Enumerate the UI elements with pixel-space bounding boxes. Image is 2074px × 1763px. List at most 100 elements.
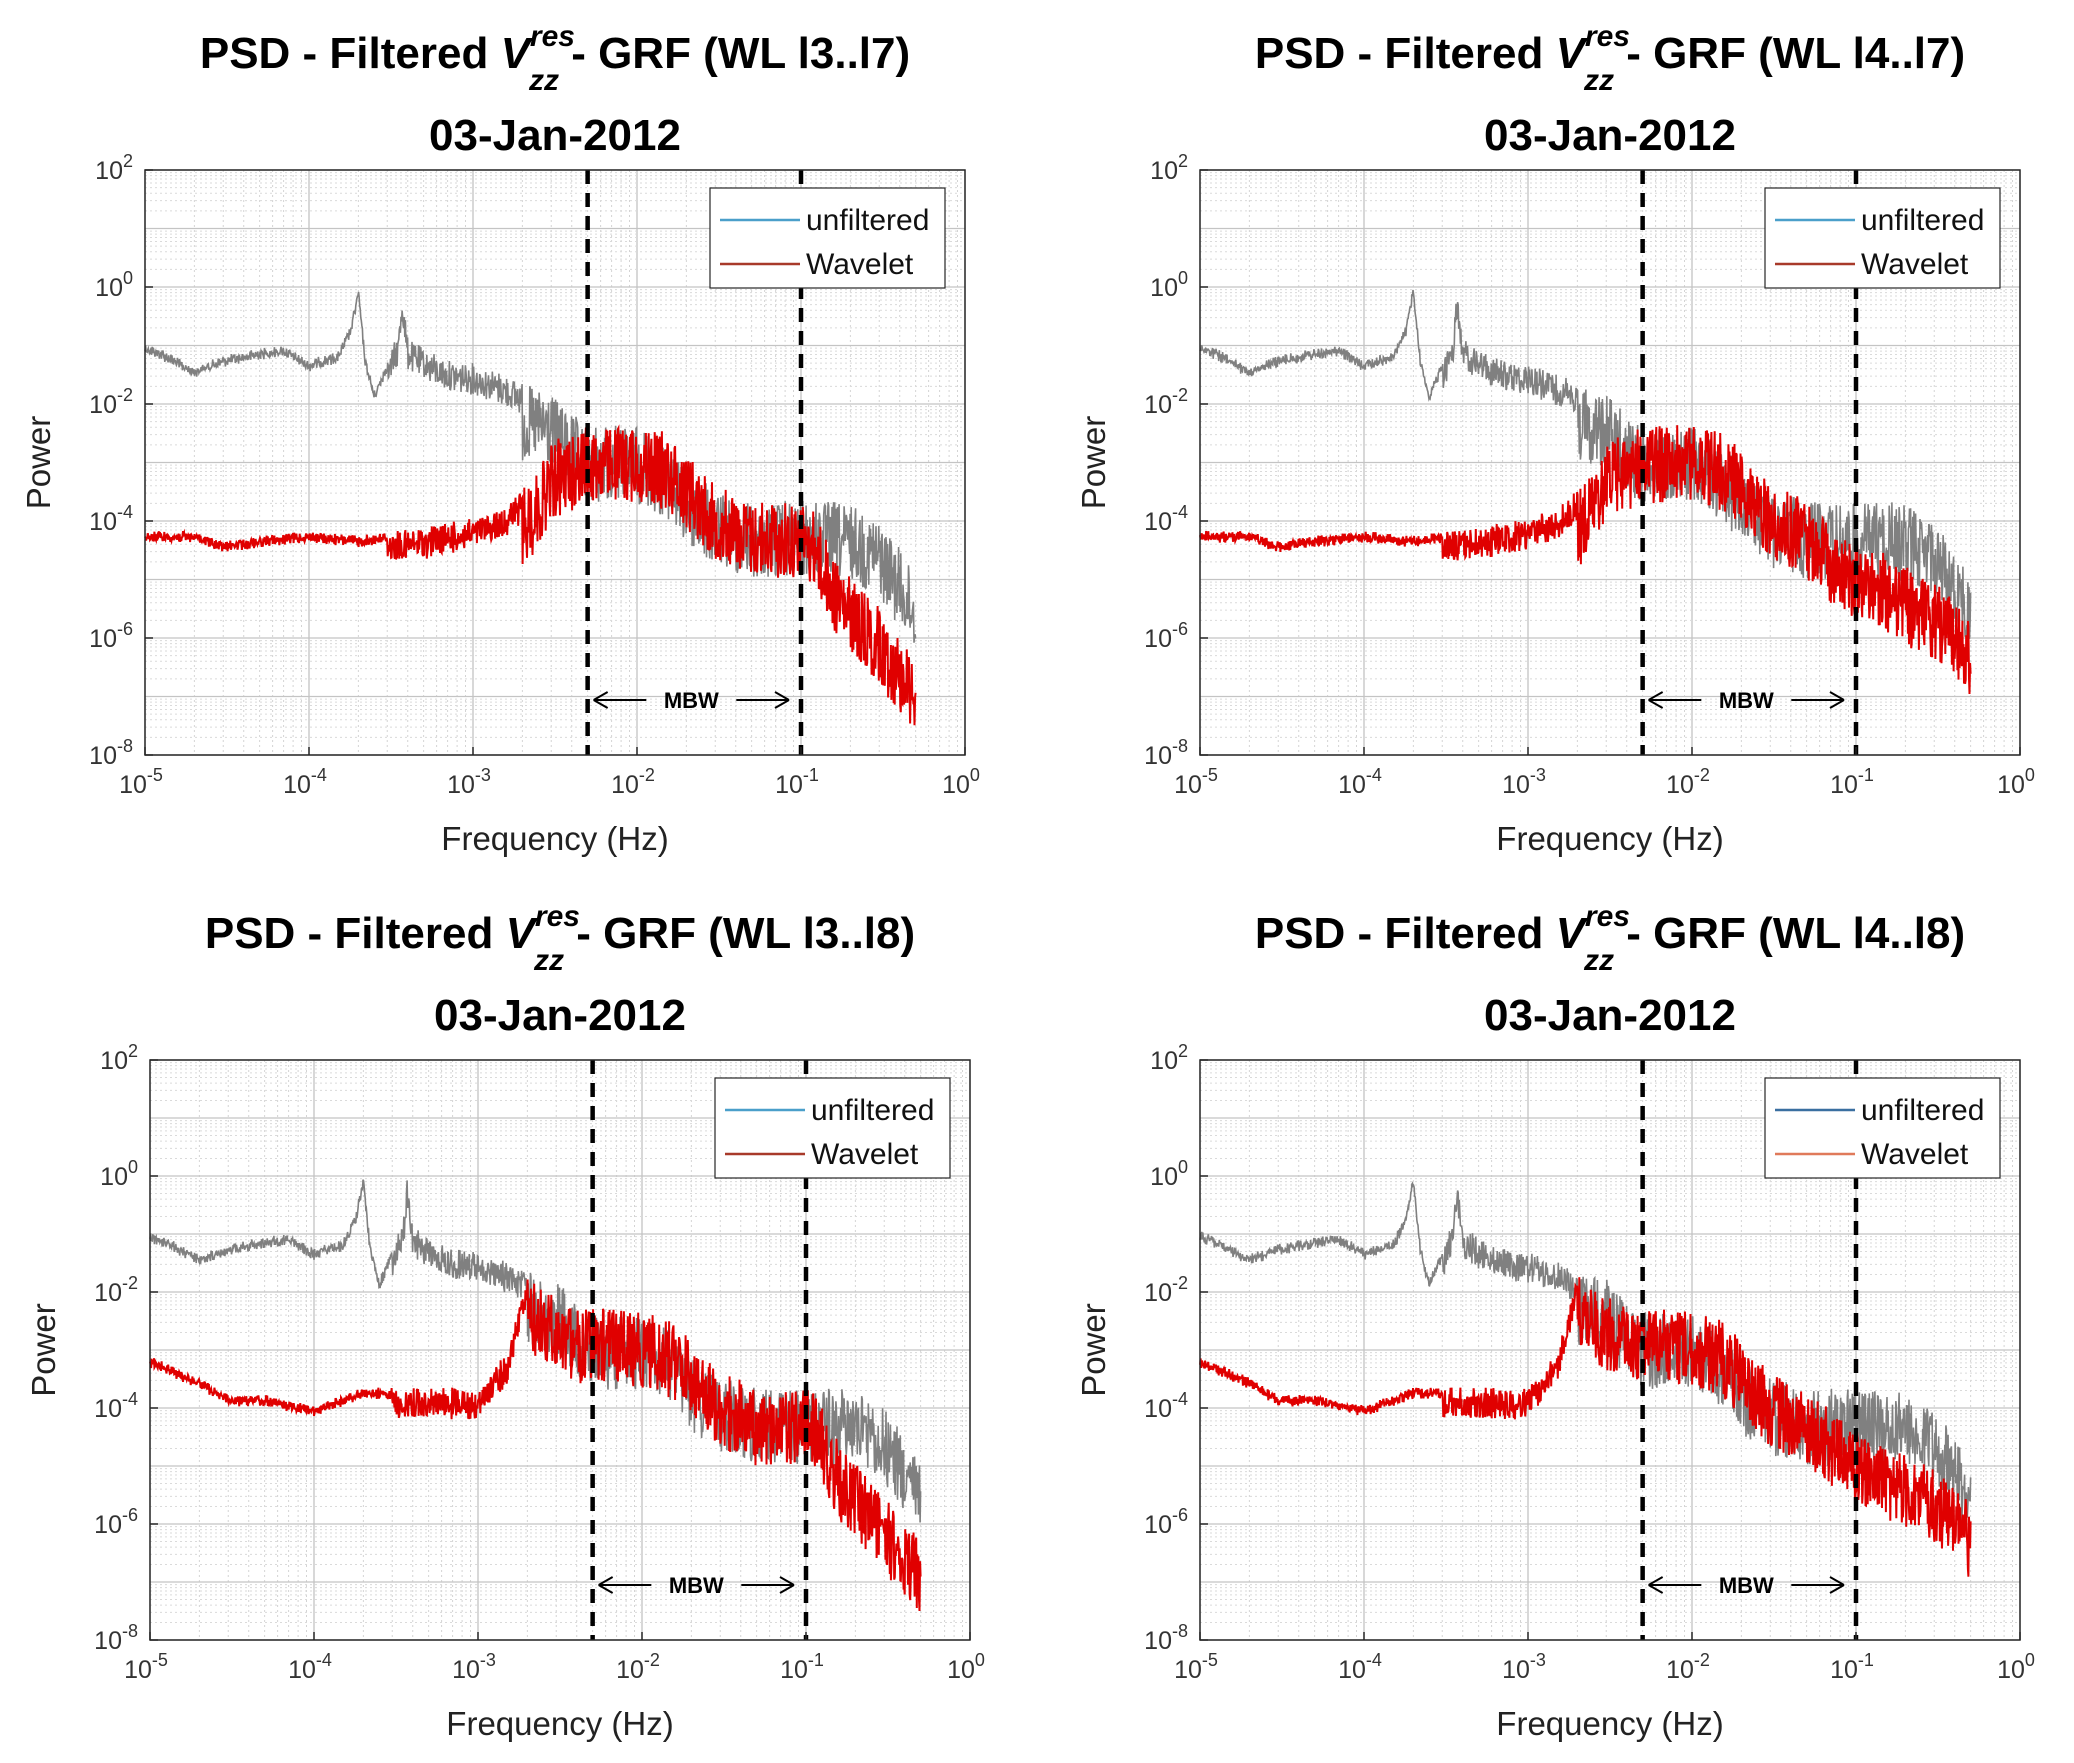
y-tick-label: 100 (1150, 268, 1188, 302)
chart-panel-1: PSD - Filtered Vres zz - GRF (WL l3..l7) 0… (0, 0, 1037, 880)
axes-frame (144, 169, 966, 756)
y-tick-label: 10-4 (1144, 1389, 1188, 1423)
y-tick-label: 10-6 (1144, 1505, 1188, 1539)
legend-label: unfiltered (811, 1094, 934, 1127)
chart-title: PSD - Filtered Vres zz - GRF (WL l4..l7) (1255, 20, 1965, 97)
y-tick-label: 10-2 (89, 385, 133, 419)
x-tick-label: 10-1 (1830, 765, 1874, 799)
x-tick-label: 10-3 (1502, 765, 1546, 799)
x-tick-label: 10-1 (780, 1650, 824, 1684)
x-tick-label: 10-1 (1830, 1650, 1874, 1684)
y-axis-label: Power (1075, 416, 1112, 510)
x-tick-label: 10-1 (775, 765, 819, 799)
x-tick-label: 10-5 (1174, 765, 1218, 799)
chart-title: PSD - Filtered Vres zz - GRF (WL l3..l7) (200, 20, 910, 97)
y-tick-label: 10-8 (89, 736, 133, 770)
y-tick-label: 10-8 (1144, 1621, 1188, 1655)
x-tick-label: 10-3 (447, 765, 491, 799)
legend-label: Wavelet (806, 248, 914, 281)
y-tick-label: 10-6 (94, 1505, 138, 1539)
chart-date: 03-Jan-2012 (1484, 111, 1736, 160)
mbw-arrow (598, 1576, 795, 1594)
x-tick-label: 10-2 (1666, 765, 1710, 799)
x-tick-label: 10-2 (616, 1650, 660, 1684)
y-tick-label: 10-8 (94, 1621, 138, 1655)
mbw-label: MBW (669, 1573, 724, 1598)
y-tick-label: 10-6 (1144, 619, 1188, 653)
chart-svg: PSD - Filtered Vres zz - GRF (WL l4..l7) 0… (1075, 20, 2035, 857)
series-line-wavelet (1199, 1277, 1972, 1577)
x-tick-label: 10-3 (1502, 1650, 1546, 1684)
x-tick-label: 10-5 (1174, 1650, 1218, 1684)
axes-frame (1199, 1059, 2021, 1641)
y-tick-label: 10-4 (1144, 502, 1188, 536)
series-line-wavelet (144, 424, 917, 726)
legend-label: Wavelet (811, 1138, 919, 1171)
x-tick-label: 10-5 (124, 1650, 168, 1684)
x-tick-label: 100 (1997, 1650, 2035, 1684)
y-tick-label: 102 (95, 151, 133, 185)
series-line-wavelet (1199, 425, 1972, 695)
chart-panel-3: PSD - Filtered Vres zz - GRF (WL l3..l8) 0… (0, 880, 1037, 1760)
y-tick-label: 100 (95, 268, 133, 302)
y-tick-label: 10-4 (94, 1389, 138, 1423)
mbw-label: MBW (664, 688, 719, 713)
y-tick-label: 10-4 (89, 502, 133, 536)
legend: unfiltered Wavelet (709, 187, 946, 289)
mbw-arrow (1648, 691, 1845, 709)
y-axis-label: Power (25, 1303, 62, 1397)
chart-panel-2: PSD - Filtered Vres zz - GRF (WL l4..l7) 0… (1045, 0, 2074, 880)
legend: unfiltered Wavelet (714, 1077, 951, 1179)
y-tick-label: 100 (1150, 1157, 1188, 1191)
legend-label: unfiltered (806, 204, 929, 237)
chart-title: PSD - Filtered Vres zz - GRF (WL l3..l8) (205, 900, 915, 977)
y-tick-label: 10-8 (1144, 736, 1188, 770)
legend-label: unfiltered (1861, 204, 1984, 237)
axes-frame (1199, 169, 2021, 756)
x-tick-label: 10-5 (119, 765, 163, 799)
x-tick-label: 10-4 (288, 1650, 332, 1684)
x-tick-label: 100 (942, 765, 980, 799)
x-axis-label: Frequency (Hz) (441, 820, 668, 857)
y-tick-label: 10-2 (1144, 385, 1188, 419)
x-axis-label: Frequency (Hz) (446, 1705, 673, 1742)
x-tick-label: 100 (947, 1650, 985, 1684)
legend: unfiltered Wavelet (1764, 1077, 2001, 1179)
chart-date: 03-Jan-2012 (434, 991, 686, 1040)
x-tick-label: 100 (1997, 765, 2035, 799)
legend-label: Wavelet (1861, 248, 1969, 281)
chart-date: 03-Jan-2012 (429, 111, 681, 160)
y-axis-label: Power (1075, 1303, 1112, 1397)
chart-title: PSD - Filtered Vres zz - GRF (WL l4..l8) (1255, 900, 1965, 977)
mbw-arrow (593, 691, 790, 709)
mbw-label: MBW (1719, 688, 1774, 713)
y-tick-label: 102 (1150, 151, 1188, 185)
x-axis-label: Frequency (Hz) (1496, 1705, 1723, 1742)
legend-label: unfiltered (1861, 1094, 1984, 1127)
mbw-arrow (1648, 1576, 1845, 1594)
y-tick-label: 10-6 (89, 619, 133, 653)
x-tick-label: 10-2 (1666, 1650, 1710, 1684)
chart-date: 03-Jan-2012 (1484, 991, 1736, 1040)
legend-label: Wavelet (1861, 1138, 1969, 1171)
x-axis-label: Frequency (Hz) (1496, 820, 1723, 857)
mbw-label: MBW (1719, 1573, 1774, 1598)
x-tick-label: 10-4 (1338, 765, 1382, 799)
chart-svg: PSD - Filtered Vres zz - GRF (WL l4..l8) 0… (1075, 900, 2035, 1742)
x-tick-label: 10-2 (611, 765, 655, 799)
x-tick-label: 10-4 (283, 765, 327, 799)
chart-svg: PSD - Filtered Vres zz - GRF (WL l3..l8) 0… (25, 900, 985, 1742)
legend: unfiltered Wavelet (1764, 187, 2001, 289)
chart-svg: PSD - Filtered Vres zz - GRF (WL l3..l7) 0… (20, 20, 980, 857)
y-tick-label: 10-2 (94, 1273, 138, 1307)
axes-frame (149, 1059, 971, 1641)
x-tick-label: 10-3 (452, 1650, 496, 1684)
y-axis-label: Power (20, 416, 57, 510)
series-line-wavelet (149, 1279, 922, 1612)
y-tick-label: 10-2 (1144, 1273, 1188, 1307)
y-tick-label: 102 (100, 1041, 138, 1075)
y-tick-label: 102 (1150, 1041, 1188, 1075)
x-tick-label: 10-4 (1338, 1650, 1382, 1684)
y-tick-label: 100 (100, 1157, 138, 1191)
